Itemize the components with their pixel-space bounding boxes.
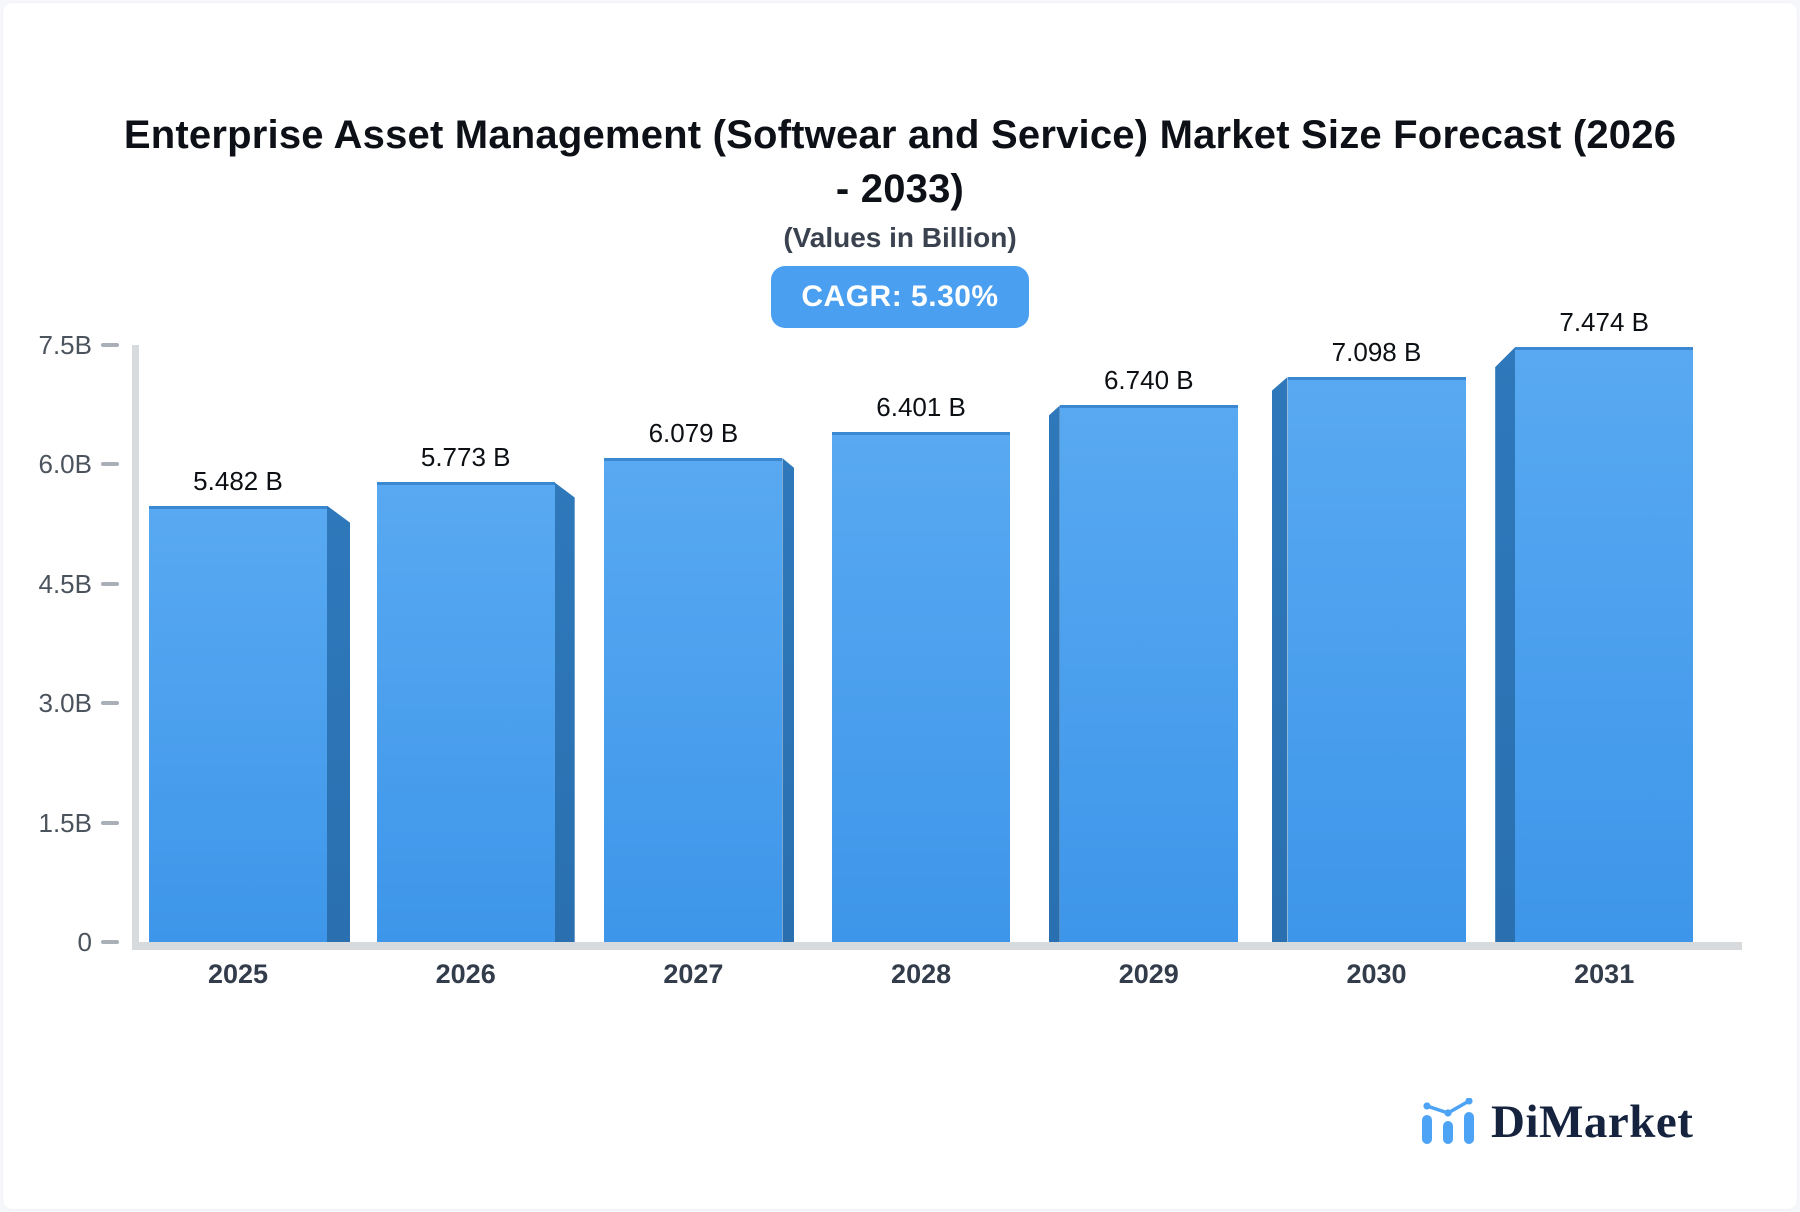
bar-2025[interactable] [149, 505, 327, 942]
mini-bar-line-chart-icon [1422, 1098, 1474, 1144]
y-tick-label: 0 [77, 927, 92, 957]
bar-value-label: 7.098 B [1331, 336, 1422, 367]
bar-2028[interactable] [832, 432, 1011, 942]
bar-3d-side [1495, 347, 1516, 942]
bar-value-label: 6.740 B [1103, 365, 1194, 396]
y-tick-dash [101, 343, 119, 347]
y-tick-label: 7.5B [38, 330, 93, 360]
bar-2029[interactable] [1059, 405, 1238, 942]
y-tick-dash [101, 701, 119, 706]
bar-2026[interactable] [376, 482, 555, 942]
bar-3d-side [327, 505, 350, 942]
bar-value-label: 5.773 B [420, 442, 511, 473]
chart-title-line-2: - 2033) [835, 167, 965, 211]
x-category-label: 2027 [663, 959, 724, 989]
dimarket-logo: DiMarket [1420, 1096, 1693, 1148]
cagr-badge: CAGR: 5.30% [771, 266, 1029, 328]
bar-3d-side [782, 458, 795, 942]
bar-2027[interactable] [604, 458, 783, 942]
y-tick-label: 1.5B [38, 807, 93, 838]
y-tick-dash [101, 820, 119, 825]
y-tick-dash [101, 940, 119, 944]
chart-title-line-1: Enterprise Asset Management (Softwear an… [123, 113, 1677, 157]
logo-text: DiMarket [1491, 1096, 1694, 1148]
y-tick-label: 6.0B [38, 449, 93, 480]
bar-3d-side [1048, 405, 1060, 942]
y-tick-label: 4.5B [38, 568, 93, 599]
y-tick-label: 3.0B [38, 688, 93, 719]
bar-value-label: 6.401 B [876, 392, 966, 423]
chart-header: Enterprise Asset Management (Softwear an… [18, 108, 1782, 328]
x-axis-line [132, 942, 1742, 950]
x-category-label: 2030 [1346, 959, 1407, 989]
bar-2031[interactable] [1515, 347, 1694, 942]
y-tick-dash [101, 581, 119, 586]
x-category-label: 2026 [435, 959, 496, 989]
x-category-label: 2031 [1574, 959, 1635, 989]
bar-value-label: 6.079 B [648, 418, 739, 449]
x-category-label: 2029 [1118, 959, 1179, 989]
x-category-label: 2025 [207, 959, 269, 989]
y-tick-dash [101, 462, 119, 467]
x-category-label: 2028 [891, 959, 952, 989]
y-axis-line [132, 345, 139, 950]
bar-value-label: 5.482 B [193, 465, 283, 496]
chart-subtitle: (Values in Billion) [783, 222, 1017, 253]
bar-3d-side [1271, 376, 1288, 942]
bar-value-label: 7.474 B [1559, 307, 1649, 338]
bar-3d-side [554, 482, 575, 942]
bar-2030[interactable] [1287, 376, 1466, 942]
